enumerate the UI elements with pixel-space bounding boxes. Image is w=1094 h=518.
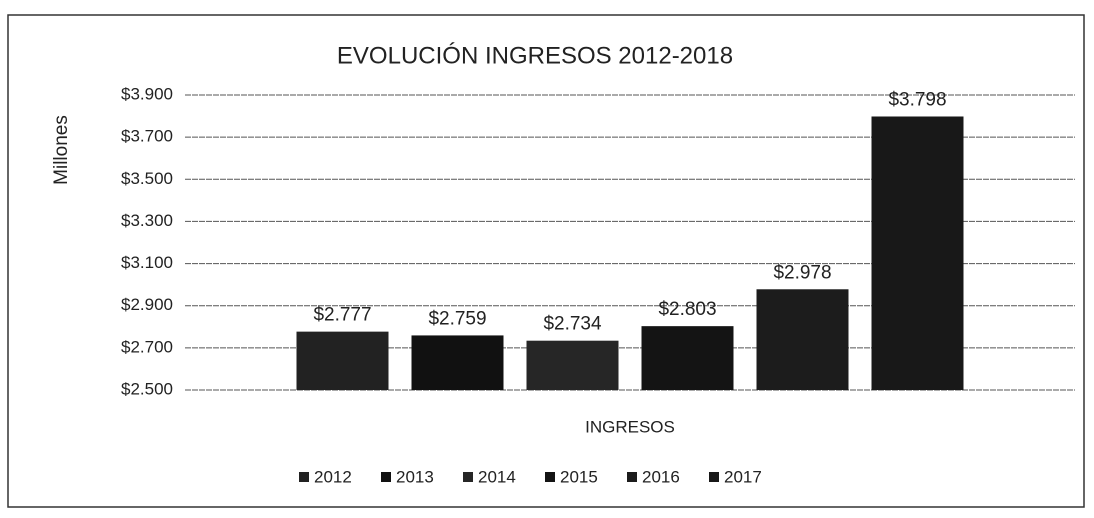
value-label: $2.759 — [428, 308, 486, 329]
bar — [871, 116, 964, 390]
legend-label: 2016 — [642, 467, 680, 486]
y-tick-label: $2.700 — [121, 337, 173, 356]
y-tick-label: $3.700 — [121, 127, 173, 146]
legend-swatch — [381, 472, 391, 482]
bar — [526, 340, 619, 390]
y-tick-label: $3.300 — [121, 211, 173, 230]
bar — [641, 326, 734, 390]
legend-swatch — [463, 472, 473, 482]
x-tick-label: INGRESOS — [585, 417, 675, 436]
chart-title: EVOLUCIÓN INGRESOS 2012-2018 — [337, 42, 733, 69]
legend-swatch — [299, 472, 309, 482]
legend-swatch — [627, 472, 637, 482]
chart-frame — [7, 14, 1085, 508]
value-label: $2.978 — [773, 262, 831, 283]
legend-label: 2017 — [724, 467, 762, 486]
bar — [756, 289, 849, 390]
bar — [411, 335, 504, 390]
legend-label: 2015 — [560, 467, 598, 486]
y-tick-label: $2.900 — [121, 295, 173, 314]
value-label: $3.798 — [888, 90, 946, 111]
y-tick-label: $2.500 — [121, 379, 173, 398]
legend-swatch — [709, 472, 719, 482]
legend-swatch — [545, 472, 555, 482]
value-label: $2.803 — [658, 299, 716, 320]
y-tick-label: $3.100 — [121, 253, 173, 272]
value-label: $2.734 — [543, 314, 602, 335]
legend-label: 2012 — [314, 467, 352, 486]
y-tick-label: $3.500 — [121, 169, 173, 188]
legend-label: 2014 — [478, 467, 516, 486]
y-axis-label: Millones — [51, 115, 72, 185]
value-label: $2.777 — [313, 305, 371, 326]
bar — [296, 331, 389, 390]
y-tick-label: $3.900 — [121, 84, 173, 103]
legend-label: 2013 — [396, 467, 434, 486]
